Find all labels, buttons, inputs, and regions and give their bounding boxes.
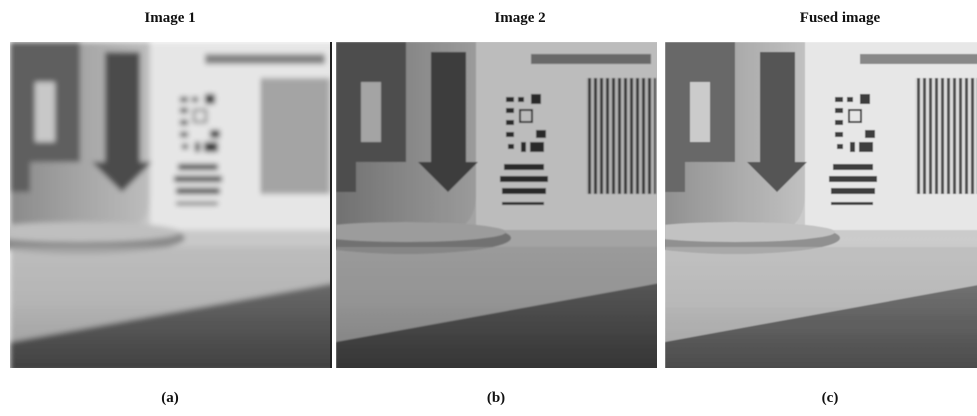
panel-caption: (c) xyxy=(822,390,839,406)
image-panel xyxy=(301,42,666,372)
page: {"figure": {"panels": [ {"title": "Image… xyxy=(0,0,977,411)
panel-title: Fused image xyxy=(800,10,881,26)
panel-caption: (a) xyxy=(161,390,179,406)
figure: Image 1 Image 2 Fused image (a) (b) (c) xyxy=(0,0,977,411)
panel-title: Image 2 xyxy=(494,10,545,26)
panel-title: Image 1 xyxy=(144,10,195,26)
panel-caption: (b) xyxy=(487,390,505,406)
image-panel xyxy=(630,42,977,372)
image-panel xyxy=(0,42,340,372)
